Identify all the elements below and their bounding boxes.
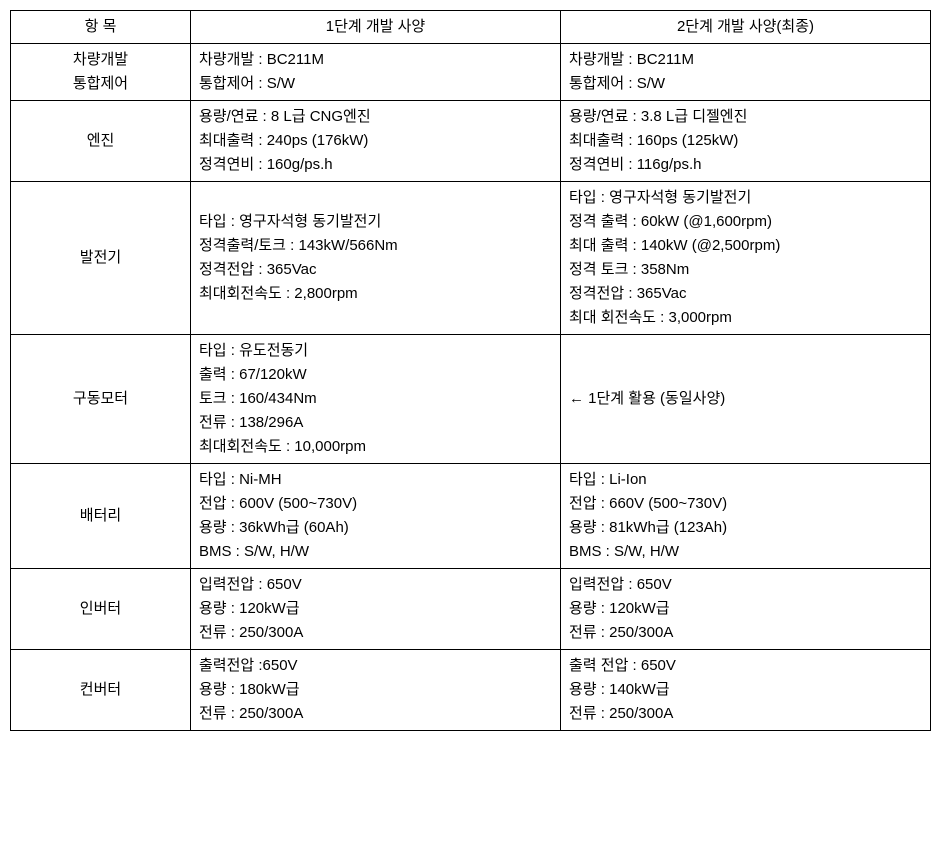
content-line: BMS : S/W, H/W xyxy=(199,540,552,564)
header-stage1: 1단계 개발 사양 xyxy=(191,11,561,44)
table-row: 구동모터 타입 : 유도전동기출력 : 67/120kW토크 : 160/434N… xyxy=(11,335,931,464)
content-line: 전류 : 250/300A xyxy=(569,702,922,726)
table-header-row: 항 목 1단계 개발 사양 2단계 개발 사양(최종) xyxy=(11,11,931,44)
table-row: 컨버터출력전압 :650V용량 : 180kW급전류 : 250/300A출력 … xyxy=(11,650,931,731)
content-line: 정격 출력 : 60kW (@1,600rpm) xyxy=(569,210,922,234)
label-line: 엔진 xyxy=(19,129,182,153)
content-line: 최대회전속도 : 10,000rpm xyxy=(199,435,552,459)
label-line: 컨버터 xyxy=(19,678,182,702)
content-line: 통합제어 : S/W xyxy=(569,72,922,96)
spec-table: 항 목 1단계 개발 사양 2단계 개발 사양(최종) 차량개발통합제어차량개발… xyxy=(10,10,931,731)
content-line: 타입 : 영구자석형 동기발전기 xyxy=(199,210,552,234)
stage1-cell: 용량/연료 : 8 L급 CNG엔진최대출력 : 240ps (176kW)정격… xyxy=(191,101,561,182)
content-line: 타입 : 유도전동기 xyxy=(199,339,552,363)
stage1-cell: 차량개발 : BC211M통합제어 : S/W xyxy=(191,44,561,101)
content-line: 차량개발 : BC211M xyxy=(569,48,922,72)
stage2-cell: 타입 : 영구자석형 동기발전기정격 출력 : 60kW (@1,600rpm)… xyxy=(561,182,931,335)
content-line: 최대 출력 : 140kW (@2,500rpm) xyxy=(569,234,922,258)
stage2-cell: 용량/연료 : 3.8 L급 디젤엔진최대출력 : 160ps (125kW)정… xyxy=(561,101,931,182)
content-line: 입력전압 : 650V xyxy=(199,573,552,597)
stage1-cell: 입력전압 : 650V용량 : 120kW급전류 : 250/300A xyxy=(191,569,561,650)
label-line: 구동모터 xyxy=(19,387,182,411)
content-line: 출력전압 :650V xyxy=(199,654,552,678)
content-line: 전류 : 250/300A xyxy=(569,621,922,645)
row-label: 엔진 xyxy=(11,101,191,182)
content-line: 최대출력 : 160ps (125kW) xyxy=(569,129,922,153)
content-line: 용량 : 120kW급 xyxy=(569,597,922,621)
row-label: 배터리 xyxy=(11,464,191,569)
content-line: 용량 : 81kWh급 (123Ah) xyxy=(569,516,922,540)
content-line: 정격연비 : 116g/ps.h xyxy=(569,153,922,177)
row-label: 인버터 xyxy=(11,569,191,650)
content-line: 토크 : 160/434Nm xyxy=(199,387,552,411)
content-line: ← 1단계 활용 (동일사양) xyxy=(569,387,922,411)
label-line: 인버터 xyxy=(19,597,182,621)
content-line: 전압 : 600V (500~730V) xyxy=(199,492,552,516)
table-row: 배터리 타입 : Ni-MH전압 : 600V (500~730V)용량 : 36… xyxy=(11,464,931,569)
content-line: 전류 : 250/300A xyxy=(199,702,552,726)
content-line: 전압 : 660V (500~730V) xyxy=(569,492,922,516)
content-line: BMS : S/W, H/W xyxy=(569,540,922,564)
content-line: 전류 : 138/296A xyxy=(199,411,552,435)
label-line: 발전기 xyxy=(19,246,182,270)
table-row: 인버터입력전압 : 650V용량 : 120kW급전류 : 250/300A입력… xyxy=(11,569,931,650)
content-line: 정격 토크 : 358Nm xyxy=(569,258,922,282)
stage1-cell: 타입 : 유도전동기출력 : 67/120kW토크 : 160/434Nm전류 … xyxy=(191,335,561,464)
content-line: 입력전압 : 650V xyxy=(569,573,922,597)
row-label: 구동모터 xyxy=(11,335,191,464)
stage2-cell: ← 1단계 활용 (동일사양) xyxy=(561,335,931,464)
table-row: 발전기타입 : 영구자석형 동기발전기정격출력/토크 : 143kW/566Nm… xyxy=(11,182,931,335)
content-line: 차량개발 : BC211M xyxy=(199,48,552,72)
content-line: 정격연비 : 160g/ps.h xyxy=(199,153,552,177)
label-line: 차량개발 xyxy=(19,48,182,72)
content-line: 최대출력 : 240ps (176kW) xyxy=(199,129,552,153)
label-line: 통합제어 xyxy=(19,72,182,96)
content-line: 정격전압 : 365Vac xyxy=(199,258,552,282)
table-row: 차량개발통합제어차량개발 : BC211M통합제어 : S/W차량개발 : BC… xyxy=(11,44,931,101)
stage1-cell: 출력전압 :650V용량 : 180kW급전류 : 250/300A xyxy=(191,650,561,731)
content-line: 타입 : 영구자석형 동기발전기 xyxy=(569,186,922,210)
stage2-cell: 입력전압 : 650V용량 : 120kW급전류 : 250/300A xyxy=(561,569,931,650)
row-label: 컨버터 xyxy=(11,650,191,731)
content-line: 타입 : Ni-MH xyxy=(199,468,552,492)
content-line: 용량/연료 : 8 L급 CNG엔진 xyxy=(199,105,552,129)
content-line: 용량 : 180kW급 xyxy=(199,678,552,702)
content-line: 용량/연료 : 3.8 L급 디젤엔진 xyxy=(569,105,922,129)
content-line: 용량 : 120kW급 xyxy=(199,597,552,621)
content-line: 정격출력/토크 : 143kW/566Nm xyxy=(199,234,552,258)
label-line: 배터리 xyxy=(19,504,182,528)
table-row: 엔진 용량/연료 : 8 L급 CNG엔진최대출력 : 240ps (176kW)… xyxy=(11,101,931,182)
content-line: 출력 전압 : 650V xyxy=(569,654,922,678)
stage1-cell: 타입 : 영구자석형 동기발전기정격출력/토크 : 143kW/566Nm정격전… xyxy=(191,182,561,335)
content-line: 최대회전속도 : 2,800rpm xyxy=(199,282,552,306)
stage2-cell: 타입 : Li-Ion전압 : 660V (500~730V)용량 : 81kW… xyxy=(561,464,931,569)
stage2-cell: 출력 전압 : 650V용량 : 140kW급전류 : 250/300A xyxy=(561,650,931,731)
stage1-cell: 타입 : Ni-MH전압 : 600V (500~730V)용량 : 36kWh… xyxy=(191,464,561,569)
content-line: 타입 : Li-Ion xyxy=(569,468,922,492)
content-line: 용량 : 36kWh급 (60Ah) xyxy=(199,516,552,540)
header-item: 항 목 xyxy=(11,11,191,44)
header-stage2: 2단계 개발 사양(최종) xyxy=(561,11,931,44)
content-line: 정격전압 : 365Vac xyxy=(569,282,922,306)
row-label: 발전기 xyxy=(11,182,191,335)
content-line: 출력 : 67/120kW xyxy=(199,363,552,387)
row-label: 차량개발통합제어 xyxy=(11,44,191,101)
content-line: 용량 : 140kW급 xyxy=(569,678,922,702)
content-line: 최대 회전속도 : 3,000rpm xyxy=(569,306,922,330)
content-line: 전류 : 250/300A xyxy=(199,621,552,645)
content-line: 통합제어 : S/W xyxy=(199,72,552,96)
stage2-cell: 차량개발 : BC211M통합제어 : S/W xyxy=(561,44,931,101)
